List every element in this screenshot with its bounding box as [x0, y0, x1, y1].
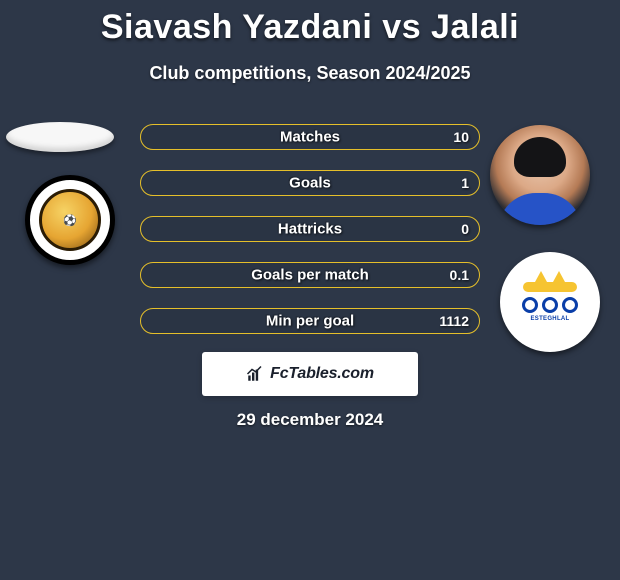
stat-value-right: 0.1 — [450, 267, 469, 283]
stat-value-right: 0 — [461, 221, 469, 237]
player1-club-logo: ⚽ — [25, 175, 115, 265]
club-logo-text: ESTEGHLAL — [530, 316, 569, 322]
stat-label: Matches — [280, 129, 340, 146]
rings-icon — [522, 297, 578, 313]
stat-row: Hattricks 0 — [140, 216, 480, 242]
club-logo-inner: ⚽ — [39, 189, 101, 251]
date-text: 29 december 2024 — [0, 410, 620, 430]
stat-label: Goals per match — [251, 267, 369, 284]
stat-label: Hattricks — [278, 221, 342, 238]
source-text: FcTables.com — [270, 365, 374, 383]
page-title: Siavash Yazdani vs Jalali — [0, 0, 620, 47]
stat-value-right: 10 — [453, 129, 469, 145]
player2-club-logo: ESTEGHLAL — [500, 252, 600, 352]
stat-value-right: 1112 — [439, 313, 469, 329]
stat-value-right: 1 — [461, 175, 469, 191]
stat-row: Min per goal 1112 — [140, 308, 480, 334]
stats-list: Matches 10 Goals 1 Hattricks 0 Goals per match… — [140, 124, 480, 354]
comparison-card: Siavash Yazdani vs Jalali Club competiti… — [0, 0, 620, 580]
bar-chart-icon — [246, 365, 264, 383]
stat-label: Min per goal — [266, 313, 354, 330]
source-badge: FcTables.com — [202, 352, 418, 396]
stat-row: Matches 10 — [140, 124, 480, 150]
stat-label: Goals — [289, 175, 331, 192]
stat-row: Goals per match 0.1 — [140, 262, 480, 288]
player1-placeholder — [6, 122, 114, 152]
player2-avatar — [490, 125, 590, 225]
subtitle: Club competitions, Season 2024/2025 — [0, 63, 620, 84]
crown-icon — [523, 282, 577, 292]
stat-row: Goals 1 — [140, 170, 480, 196]
